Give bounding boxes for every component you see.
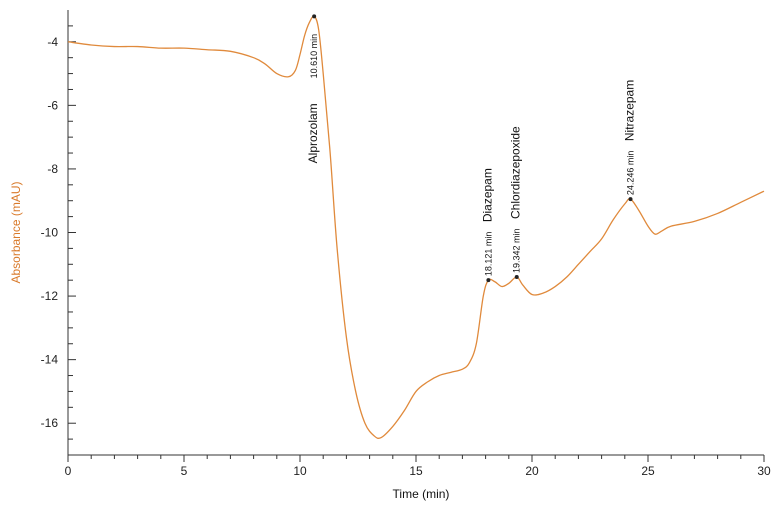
y-axis-title: Absorbance (mAU)	[9, 181, 23, 283]
peak-marker	[486, 278, 491, 283]
y-tick-label: -6	[47, 98, 58, 112]
tick-marks	[67, 25, 765, 462]
x-tick-label: 25	[641, 464, 655, 478]
peak-time-label: 24.246 min	[626, 151, 636, 196]
tick-labels: 0 5 10 15 20 25 30 -4 -6 -8 -10 -12 -14 -16	[41, 35, 771, 478]
peak-name-label: Nitrazepam	[623, 80, 637, 141]
peak-time-label: 10.610 min	[309, 34, 319, 79]
peak-marker	[514, 275, 519, 279]
x-tick-label: 15	[409, 464, 423, 478]
peak-marker	[628, 197, 633, 202]
x-tick-label: 30	[757, 464, 771, 478]
peak-annotations: 10.610 min Alprozolam 18.121 min Diazepam 19…	[306, 14, 637, 283]
x-tick-label: 5	[181, 464, 188, 478]
x-tick-label: 0	[65, 464, 72, 478]
y-tick-label: -12	[41, 289, 59, 303]
peak-name-label: Diazepam	[480, 168, 494, 222]
peak-time-label: 19.342 min	[512, 228, 522, 273]
y-tick-label: -16	[41, 416, 59, 430]
y-tick-label: -8	[47, 162, 58, 176]
peak-time-label: 18.121 min	[483, 232, 493, 277]
chromatogram-trace	[67, 15, 765, 439]
x-tick-label: 10	[293, 464, 307, 478]
peak-marker	[312, 14, 317, 19]
peak-name-label: Chlordiazepoxide	[509, 126, 523, 219]
x-axis-title: Time (min)	[393, 487, 450, 501]
peak-name-label: Alprozolam	[306, 103, 320, 163]
y-tick-label: -4	[47, 35, 58, 49]
x-tick-label: 20	[525, 464, 539, 478]
series-layer	[67, 15, 765, 439]
y-tick-label: -10	[41, 226, 59, 240]
axes	[67, 10, 764, 456]
y-tick-label: -14	[41, 353, 59, 367]
